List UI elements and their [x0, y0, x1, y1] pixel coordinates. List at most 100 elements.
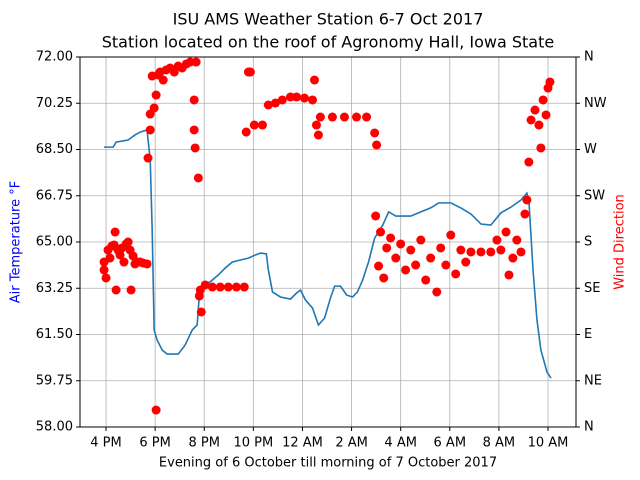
x-tick-label: 12 AM — [282, 436, 323, 451]
wind-point — [249, 120, 259, 130]
wind-point — [534, 120, 544, 130]
wind-point — [239, 282, 249, 292]
temperature-line — [104, 128, 552, 379]
chart-title: ISU AMS Weather Station 6-7 Oct 2017 — [173, 10, 484, 29]
y-tick-label: 58.00 — [36, 420, 73, 435]
wind-point — [516, 247, 526, 257]
y-tick-label: 66.75 — [36, 188, 73, 203]
wind-point — [508, 253, 518, 263]
wind-point — [446, 230, 456, 240]
y2-tick-label: W — [584, 142, 597, 157]
wind-point — [327, 112, 337, 122]
wind-point — [461, 257, 471, 267]
wind-point — [486, 247, 496, 257]
wind-point — [370, 128, 380, 138]
wind-point — [231, 282, 241, 292]
wind-point — [520, 209, 530, 219]
y-tick-label: 70.25 — [36, 96, 73, 111]
wind-point — [151, 405, 161, 415]
wind-point — [313, 130, 323, 140]
wind-point — [245, 67, 255, 77]
wind-point — [315, 112, 325, 122]
y2-tick-label: SW — [584, 188, 605, 203]
wind-point — [143, 153, 153, 163]
wind-point — [191, 57, 201, 67]
wind-point — [99, 265, 109, 275]
wind-point — [105, 253, 115, 263]
wind-point — [193, 173, 203, 183]
wind-point — [270, 98, 280, 108]
wind-point — [512, 235, 522, 245]
wind-point — [200, 280, 210, 290]
wind-point — [299, 93, 309, 103]
wind-point — [421, 275, 431, 285]
wind-point — [545, 77, 555, 87]
wind-point — [401, 265, 411, 275]
wind-point — [371, 211, 381, 221]
wind-point — [541, 110, 551, 120]
wind-point — [538, 95, 548, 105]
x-tick-label: 10 PM — [233, 436, 273, 451]
wind-point — [339, 112, 349, 122]
y2-tick-label: NW — [584, 96, 607, 111]
wind-point — [386, 233, 396, 243]
wind-point — [411, 260, 421, 270]
wind-point — [142, 259, 152, 269]
x-tick-label: 8 PM — [189, 436, 220, 451]
y-axis-label: Air Temperature °F — [9, 181, 24, 303]
x-tick-label: 4 AM — [384, 436, 417, 451]
plot-frame — [79, 56, 577, 428]
x-tick-label: 10 AM — [528, 436, 569, 451]
wind-point — [309, 75, 319, 85]
wind-point — [441, 260, 451, 270]
wind-point — [277, 95, 287, 105]
x-tick-label: 2 AM — [335, 436, 368, 451]
y2-tick-label: N — [584, 420, 594, 435]
y-tick-label: 63.25 — [36, 281, 73, 296]
wind-point — [126, 285, 136, 295]
wind-point — [376, 227, 386, 237]
wind-point — [426, 253, 436, 263]
wind-point — [504, 270, 514, 280]
wind-point — [119, 257, 129, 267]
wind-point — [436, 243, 446, 253]
y2-tick-label: N — [584, 50, 594, 65]
wind-point — [536, 143, 546, 153]
wind-point — [145, 125, 155, 135]
y2-tick-label: S — [584, 235, 592, 250]
wind-point — [496, 245, 506, 255]
wind-point — [530, 105, 540, 115]
wind-point — [379, 273, 389, 283]
wind-point — [207, 282, 217, 292]
wind-point — [524, 157, 534, 167]
x-tick-label: 6 PM — [139, 436, 170, 451]
wind-point — [374, 261, 384, 271]
wind-point — [476, 247, 486, 257]
wind-point — [110, 227, 120, 237]
wind-point — [241, 127, 251, 137]
wind-point — [406, 245, 416, 255]
wind-point — [391, 253, 401, 263]
wind-point — [151, 90, 161, 100]
y-tick-label: 61.50 — [36, 327, 73, 342]
wind-point — [311, 120, 321, 130]
wind-point — [115, 250, 125, 260]
wind-point — [101, 273, 111, 283]
wind-point — [308, 95, 318, 105]
wind-point — [351, 112, 361, 122]
wind-point — [451, 269, 461, 279]
wind-point — [501, 227, 511, 237]
y2-tick-label: E — [584, 327, 592, 342]
wind-point — [396, 239, 406, 249]
wind-point — [492, 235, 502, 245]
x-tick-label: 8 AM — [483, 436, 516, 451]
y-tick-label: 59.75 — [36, 373, 73, 388]
x-tick-label: 6 AM — [434, 436, 467, 451]
wind-point — [215, 282, 225, 292]
wind-point — [362, 112, 372, 122]
wind-point — [526, 115, 536, 125]
wind-point — [123, 237, 133, 247]
y-tick-label: 68.50 — [36, 142, 73, 157]
